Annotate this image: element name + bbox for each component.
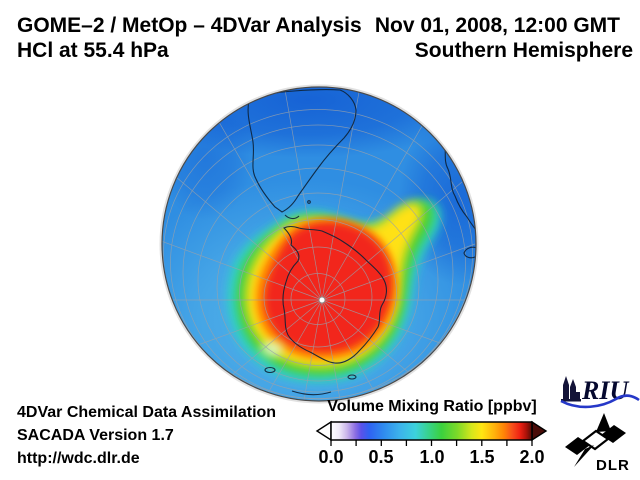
credit-line-1: 4DVar Chemical Data Assimilation bbox=[17, 404, 277, 421]
coast-antarctica bbox=[282, 225, 387, 364]
coast-island-south bbox=[291, 390, 332, 396]
south-pole-marker bbox=[318, 296, 326, 304]
dlr-logo-text: DLR bbox=[596, 457, 630, 474]
page-title: GOME–2 / MetOp – 4DVar Analysis bbox=[17, 14, 362, 37]
footer-credits: 4DVar Chemical Data Assimilation SACADA … bbox=[17, 401, 276, 470]
colorbar-title: Volume Mixing Ratio [ppbv] bbox=[327, 398, 537, 415]
globe-rim bbox=[161, 86, 477, 402]
page-subtitle: HCl at 55.4 hPa bbox=[17, 39, 169, 62]
dlr-logo-icon bbox=[565, 413, 626, 467]
colorbar-tick-label: 1.0 bbox=[419, 447, 445, 467]
coast-africa bbox=[443, 138, 476, 231]
graticule bbox=[162, 89, 476, 401]
credit-line-2: SACADA Version 1.7 bbox=[17, 427, 174, 444]
coastlines bbox=[247, 89, 476, 396]
coast-south-america bbox=[247, 89, 357, 213]
header-right: Nov 01, 2008, 12:00 GMT Southern Hemisph… bbox=[375, 13, 633, 63]
coast-island-sw bbox=[264, 366, 276, 374]
colorbar-tick-label: 0.5 bbox=[368, 447, 394, 467]
cathedral-icon bbox=[561, 376, 581, 402]
header-left: GOME–2 / MetOp – 4DVar Analysis HCl at 5… bbox=[17, 13, 362, 63]
logos: RIU DLR bbox=[560, 376, 640, 474]
colorbar-tick-label: 1.5 bbox=[469, 447, 495, 467]
credit-url: http://wdc.dlr.de bbox=[17, 450, 140, 467]
riu-logo: RIU bbox=[560, 376, 640, 409]
datetime-label: Nov 01, 2008, 12:00 GMT bbox=[374, 14, 620, 37]
colorbar-tick-label: 0.0 bbox=[318, 447, 344, 467]
coast-tierra-del-fuego bbox=[284, 214, 300, 220]
colorbar bbox=[315, 420, 548, 446]
riu-swoosh bbox=[560, 394, 640, 409]
coast-island-se bbox=[347, 374, 357, 380]
coast-falklands bbox=[307, 200, 311, 204]
data-field bbox=[162, 87, 476, 401]
globe-halo bbox=[159, 84, 479, 404]
colorbar-right-arrow bbox=[531, 420, 548, 442]
hemisphere-label: Southern Hemisphere bbox=[414, 39, 633, 62]
colorbar-left-arrow bbox=[315, 420, 332, 442]
riu-logo-text: RIU bbox=[581, 376, 629, 405]
colorbar-gradient bbox=[330, 421, 533, 441]
colorbar-tick-label: 2.0 bbox=[519, 447, 545, 467]
coast-madagascar bbox=[463, 246, 476, 259]
colorbar-ticks bbox=[330, 440, 533, 446]
